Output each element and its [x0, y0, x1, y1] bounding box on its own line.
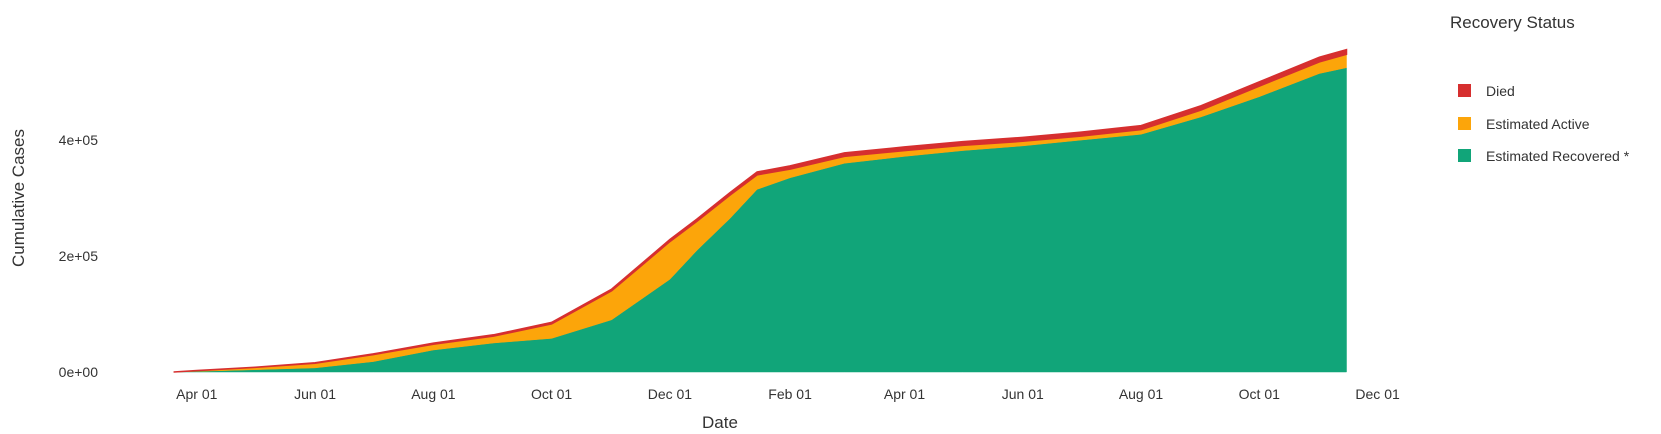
area-estimated-recovered [173, 67, 1347, 373]
x-axis: Apr 01 Jun 01 Aug 01 Oct 01 Dec 01 Feb 01 Apr … [176, 386, 1400, 402]
legend-title: Recovery Status [1450, 13, 1575, 32]
x-axis-title: Date [702, 413, 738, 432]
y-axis: 0e+00 2e+05 4e+05 [59, 132, 99, 380]
x-tick-label: Apr 01 [176, 386, 217, 402]
x-tick-label: Dec 01 [1355, 386, 1400, 402]
legend-label-estimated-recovered: Estimated Recovered * [1486, 148, 1630, 164]
y-axis-title: Cumulative Cases [9, 129, 28, 267]
legend-swatch-died [1458, 84, 1471, 97]
y-tick-label: 0e+00 [59, 364, 99, 380]
x-tick-label: Oct 01 [1239, 386, 1280, 402]
x-tick-label: Apr 01 [884, 386, 925, 402]
y-tick-label: 2e+05 [59, 248, 99, 264]
legend-label-estimated-active: Estimated Active [1486, 116, 1590, 132]
x-tick-label: Aug 01 [1119, 386, 1164, 402]
x-tick-label: Feb 01 [768, 386, 812, 402]
plot-area [173, 48, 1348, 373]
y-tick-label: 4e+05 [59, 132, 99, 148]
x-tick-label: Dec 01 [648, 386, 693, 402]
x-tick-label: Jun 01 [294, 386, 336, 402]
x-tick-label: Oct 01 [531, 386, 572, 402]
area-died [173, 48, 1348, 373]
x-tick-label: Aug 01 [411, 386, 456, 402]
x-tick-label: Jun 01 [1002, 386, 1044, 402]
legend-swatch-estimated-recovered [1458, 149, 1471, 162]
legend-swatch-estimated-active [1458, 117, 1471, 130]
legend-label-died: Died [1486, 83, 1515, 99]
legend: Recovery Status Died Estimated Active Es… [1450, 13, 1630, 164]
